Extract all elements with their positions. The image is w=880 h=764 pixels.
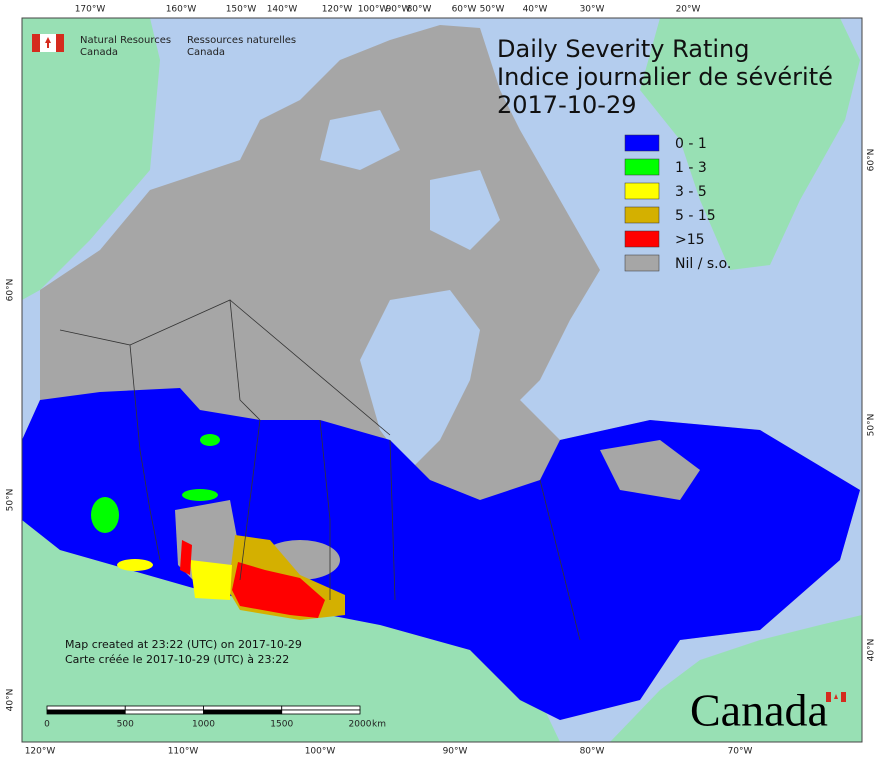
rating-zone (91, 497, 119, 533)
scale-segment (46, 705, 126, 711)
rating-zone (232, 562, 325, 618)
latitude-label: 60°N (6, 279, 16, 302)
legend-swatch (624, 182, 660, 200)
arctic-channel (320, 110, 400, 170)
alaska (22, 18, 160, 300)
title: Daily Severity Rating (497, 35, 749, 63)
longitude-label: 100°W (358, 5, 389, 15)
rating-zone (117, 559, 153, 571)
scale-segment (124, 705, 204, 711)
arctic-channel (430, 170, 500, 250)
longitude-label: 100°W (305, 747, 336, 757)
longitude-label: 60°W (452, 5, 477, 15)
longitude-label: 20°W (676, 5, 701, 15)
maple-leaf (45, 37, 51, 48)
scale-label: 500 (117, 720, 134, 730)
scale-label: 1500 (270, 720, 293, 730)
latitude-label: 40°N (6, 689, 16, 712)
agency-name: Canada (80, 47, 118, 58)
rating-zone (182, 489, 218, 501)
latitude-label: 50°N (867, 414, 877, 437)
legend-label: 3 - 5 (675, 184, 707, 200)
rating-zone (190, 560, 232, 600)
province-borders (59, 299, 581, 641)
legend-label: >15 (675, 232, 705, 248)
longitude-label: 110°W (168, 747, 199, 757)
wordmark-text: Canada (690, 685, 828, 736)
scale-unit: km (372, 720, 386, 730)
note: Carte créée le 2017-10-29 (UTC) à 23:22 (65, 653, 289, 666)
scale-label: 0 (44, 720, 50, 730)
greenland (640, 18, 860, 270)
logo: Natural Resources Canada Ressources natu… (32, 34, 296, 58)
note: Map created at 23:22 (UTC) on 2017-10-29 (65, 638, 302, 651)
legend-swatch (624, 254, 660, 272)
rating-areas (22, 388, 860, 720)
latitude-label: 40°N (867, 639, 877, 662)
scale-label: 2000 (349, 720, 372, 730)
legend-label: 0 - 1 (675, 136, 707, 152)
flag-bar (56, 34, 64, 52)
rating-zone (200, 434, 220, 446)
scale-segment (46, 709, 126, 715)
longitude-label: 120°W (322, 5, 353, 15)
longitude-label: 170°W (75, 5, 106, 15)
longitude-label: 90°W (443, 747, 468, 757)
scale-segment (281, 709, 361, 715)
legend-label: Nil / s.o. (675, 256, 731, 272)
longitude-label: 90°W (386, 5, 411, 15)
rating-zone (600, 440, 700, 500)
legend-swatch (624, 158, 660, 176)
scale-segment (124, 709, 204, 715)
longitude-label: 40°W (523, 5, 548, 15)
rating-zone (180, 540, 192, 575)
scale-segment (203, 709, 283, 715)
map-frame (21, 17, 863, 743)
longitude-label: 160°W (166, 5, 197, 15)
scale-segment (281, 705, 361, 711)
longitude-label: 120°W (25, 747, 56, 757)
scale-segment (203, 705, 283, 711)
scale-bar: 0 500 1000 1500 2000 km (44, 705, 386, 730)
flag-bar (826, 692, 831, 702)
date: 2017-10-29 (497, 91, 636, 119)
longitude-label: 30°W (580, 5, 605, 15)
usa-west (22, 520, 560, 742)
longitude-label: 50°W (480, 5, 505, 15)
legend-label: 1 - 3 (675, 160, 707, 176)
usa-east (610, 615, 862, 742)
subtitle: Indice journalier de sévérité (497, 63, 833, 91)
longitude-label: 140°W (267, 5, 298, 15)
flag-bar (841, 692, 846, 702)
agency-name: Canada (187, 47, 225, 58)
latitude-label: 60°N (867, 149, 877, 172)
legend-label: 5 - 15 (675, 208, 716, 224)
legend-swatch (624, 206, 660, 224)
longitude-label: 80°W (580, 747, 605, 757)
flag-bar (32, 34, 40, 52)
hudson-bay (360, 290, 480, 470)
legend-swatch (624, 230, 660, 248)
legend-swatch (624, 134, 660, 152)
maple-leaf (834, 694, 838, 699)
longitude-label: 70°W (728, 747, 753, 757)
longitude-label: 80°W (407, 5, 432, 15)
longitude-label: 150°W (226, 5, 257, 15)
scale-label: 1000 (192, 720, 215, 730)
latitude-label: 50°N (6, 489, 16, 512)
agency-name: Ressources naturelles (187, 35, 296, 46)
agency-name: Natural Resources (80, 35, 171, 46)
wordmark: Canada (690, 685, 846, 736)
